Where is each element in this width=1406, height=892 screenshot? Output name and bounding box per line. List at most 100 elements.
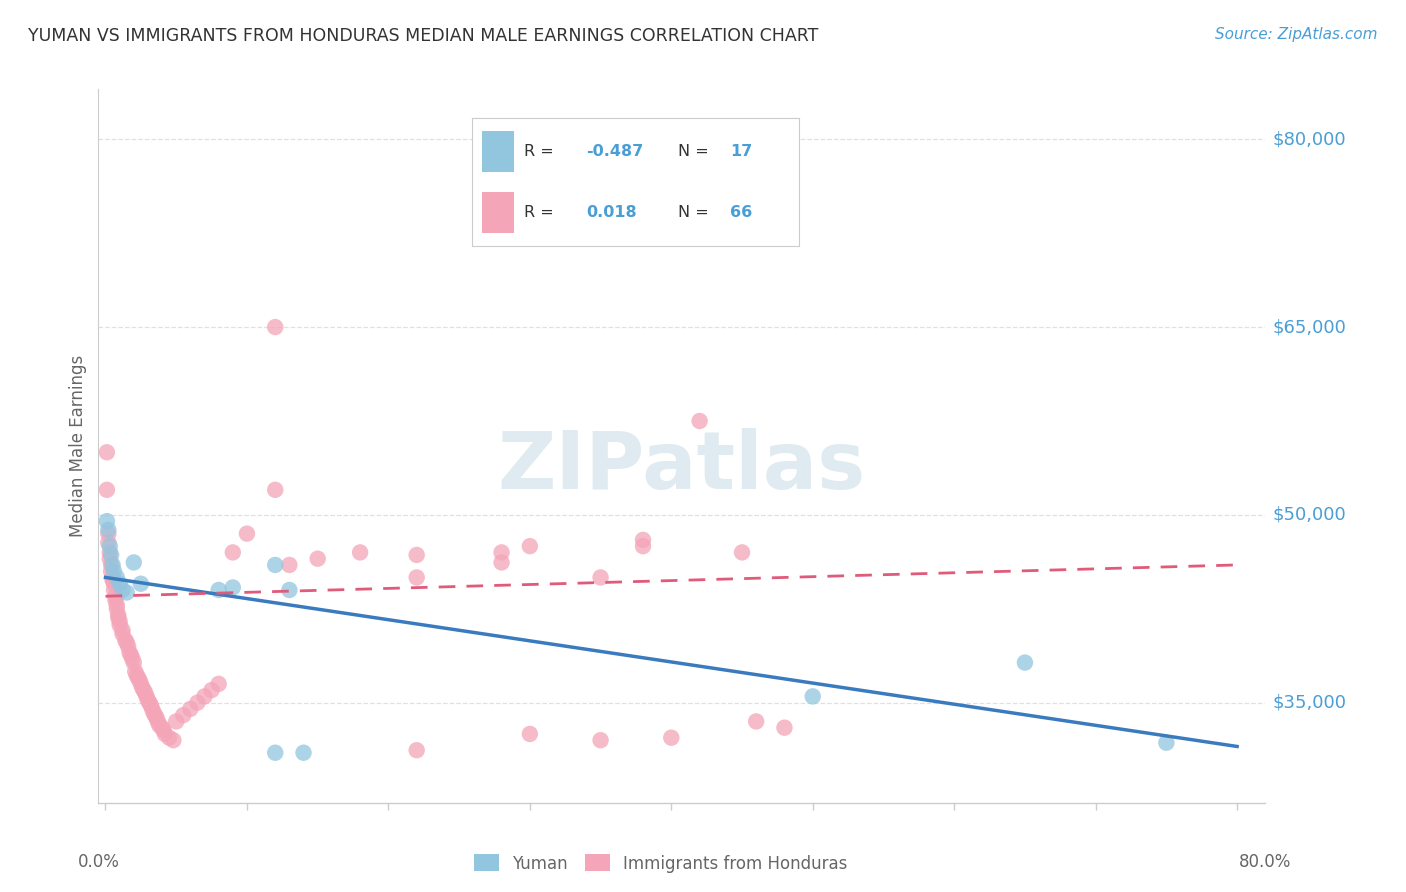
Point <box>129 677 152 691</box>
Point <box>107 610 129 624</box>
Point <box>108 576 131 591</box>
Point <box>519 539 541 553</box>
Point <box>115 585 138 599</box>
Point <box>142 706 165 720</box>
Text: $80,000: $80,000 <box>1272 130 1346 148</box>
Point <box>98 539 121 553</box>
Text: N =: N = <box>678 205 714 220</box>
Point <box>659 731 682 745</box>
Point <box>100 558 122 572</box>
Point <box>118 646 141 660</box>
Point <box>131 681 153 695</box>
Point <box>128 673 150 687</box>
Point <box>97 523 120 537</box>
Point <box>121 652 143 666</box>
Point <box>105 570 128 584</box>
Text: -0.487: -0.487 <box>586 144 644 159</box>
Point <box>111 627 134 641</box>
Point <box>519 727 541 741</box>
Point <box>148 718 170 732</box>
Text: $65,000: $65,000 <box>1272 318 1347 336</box>
Point <box>172 708 194 723</box>
Point <box>222 545 245 559</box>
Point <box>1014 656 1036 670</box>
Point <box>405 570 427 584</box>
Text: Source: ZipAtlas.com: Source: ZipAtlas.com <box>1215 27 1378 42</box>
Text: N =: N = <box>678 144 714 159</box>
Point <box>193 690 215 704</box>
Point <box>491 545 513 559</box>
Point <box>801 690 824 704</box>
Point <box>117 640 139 654</box>
Point <box>96 445 118 459</box>
Point <box>589 570 612 584</box>
Point <box>222 581 245 595</box>
Point <box>114 633 136 648</box>
Point <box>139 698 162 713</box>
Point <box>104 589 127 603</box>
Point <box>103 582 125 597</box>
Point <box>405 743 427 757</box>
Point <box>101 570 124 584</box>
Text: 0.0%: 0.0% <box>77 853 120 871</box>
Text: 17: 17 <box>730 144 752 159</box>
Point <box>145 711 167 725</box>
Point <box>105 601 128 615</box>
Point <box>108 618 131 632</box>
Point <box>631 539 654 553</box>
Point <box>1156 736 1178 750</box>
Point <box>731 545 754 559</box>
Point <box>405 548 427 562</box>
Text: ZIPatlas: ZIPatlas <box>498 428 866 507</box>
Point <box>200 683 222 698</box>
Point <box>141 702 163 716</box>
Point <box>98 551 121 566</box>
Point <box>96 514 118 528</box>
Point <box>96 483 118 497</box>
Text: $50,000: $50,000 <box>1272 506 1346 524</box>
Point <box>264 483 287 497</box>
Point <box>152 723 174 738</box>
Point <box>153 727 176 741</box>
Legend: Yuman, Immigrants from Honduras: Yuman, Immigrants from Honduras <box>467 847 855 880</box>
Point <box>100 564 122 578</box>
Point <box>107 607 129 622</box>
Text: $35,000: $35,000 <box>1272 694 1347 712</box>
Point <box>103 576 125 591</box>
Point <box>146 714 169 729</box>
Point <box>264 558 287 572</box>
Text: 0.018: 0.018 <box>586 205 637 220</box>
Bar <box>482 193 515 234</box>
Text: 66: 66 <box>730 205 752 220</box>
Point <box>186 696 208 710</box>
Point <box>179 702 201 716</box>
Point <box>150 721 173 735</box>
Point <box>124 665 146 679</box>
Point <box>108 614 131 628</box>
Point <box>103 564 125 578</box>
Point <box>120 648 142 662</box>
Text: 80.0%: 80.0% <box>1239 853 1292 871</box>
Point <box>208 677 231 691</box>
Point <box>135 690 157 704</box>
Bar <box>482 130 515 171</box>
Point <box>97 526 120 541</box>
Point <box>122 656 145 670</box>
Point <box>134 685 156 699</box>
Point <box>129 576 152 591</box>
Point <box>349 545 371 559</box>
Point <box>689 414 711 428</box>
Point <box>745 714 768 729</box>
Point <box>98 545 121 559</box>
Point <box>162 733 184 747</box>
Point <box>236 526 259 541</box>
Y-axis label: Median Male Earnings: Median Male Earnings <box>69 355 87 537</box>
Text: R =: R = <box>524 144 560 159</box>
Point <box>132 683 155 698</box>
Point <box>491 556 513 570</box>
Point <box>115 635 138 649</box>
Point <box>125 668 148 682</box>
Point <box>631 533 654 547</box>
Point <box>111 623 134 637</box>
Point <box>264 746 287 760</box>
